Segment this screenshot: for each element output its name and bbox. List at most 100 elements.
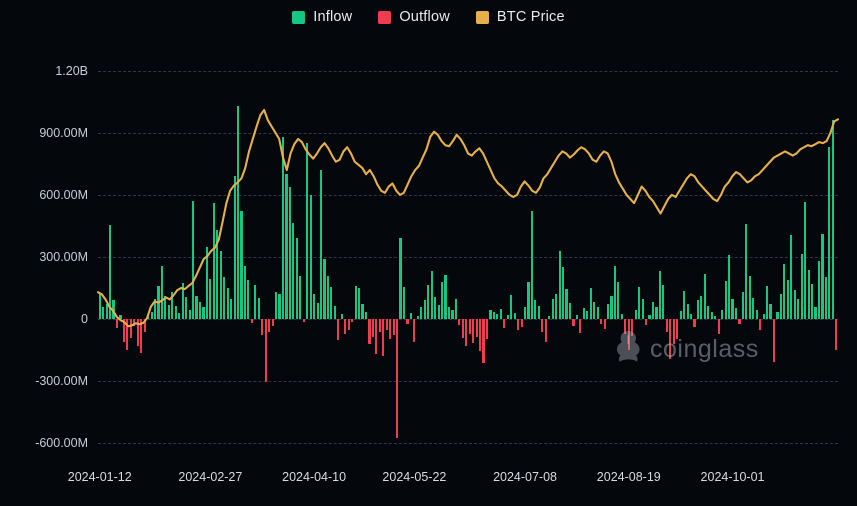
legend-item-outflow[interactable]: Outflow: [378, 9, 450, 25]
chart-bar: [575, 314, 578, 320]
chart-bar: [669, 319, 672, 360]
chart-bar: [797, 299, 800, 320]
legend-item-inflow[interactable]: Inflow: [292, 9, 352, 25]
chart-bar: [354, 285, 357, 320]
y-axis-tick-label: 0: [81, 312, 88, 327]
chart-bar: [776, 311, 779, 320]
chart-bar: [122, 319, 125, 342]
chart-bar: [226, 288, 229, 320]
chart-bar: [413, 319, 416, 342]
chart-bar: [109, 224, 112, 320]
chart-bar: [734, 307, 738, 320]
chart-bar: [247, 279, 250, 320]
chart-bar: [558, 250, 561, 320]
chart-bar: [551, 299, 554, 320]
chart-bar: [378, 319, 381, 332]
chart-bar: [285, 174, 288, 320]
chart-bar: [606, 303, 610, 320]
chart-bar: [828, 147, 831, 320]
chart-bar: [330, 287, 333, 320]
chart-bar: [440, 281, 444, 320]
legend-swatch-btc-price: [475, 10, 489, 24]
chart-bar: [717, 319, 720, 334]
chart-bar: [102, 306, 105, 320]
legend-swatch-outflow: [378, 10, 392, 24]
chart-bar: [586, 310, 589, 320]
chart-bar: [278, 294, 281, 320]
chart-bar: [814, 306, 817, 320]
chart-bar: [472, 319, 475, 343]
chart-bar: [451, 309, 454, 320]
chart-bar: [399, 238, 402, 320]
chart-bar: [299, 275, 302, 320]
chart-bar: [195, 296, 198, 320]
chart-bar: [565, 289, 568, 320]
chart-bar: [447, 306, 451, 320]
y-axis-tick-label: 600.00M: [39, 187, 88, 202]
chart-bar: [655, 306, 658, 320]
chart-bar: [396, 319, 399, 439]
chart-bar: [631, 319, 634, 336]
legend-label-btc-price: BTC Price: [496, 9, 565, 25]
chart-bar: [240, 211, 243, 320]
x-axis-tick-label: 2024-08-19: [596, 470, 661, 484]
chart-bar: [686, 303, 689, 320]
chart-bar: [810, 283, 814, 320]
chart-bar: [793, 290, 796, 320]
chart-bar: [624, 319, 627, 334]
chart-bar: [714, 316, 717, 320]
chart-bar: [728, 254, 731, 320]
gridline: [98, 257, 838, 258]
chart-bar: [458, 319, 461, 326]
x-axis-tick-label: 2024-05-22: [382, 470, 447, 484]
gridline: [98, 381, 838, 383]
chart-bar: [755, 309, 758, 320]
gridline: [98, 70, 838, 72]
chart-bar: [710, 311, 713, 320]
chart-bar: [479, 319, 482, 352]
chart-bar: [651, 301, 655, 320]
chart-bar: [309, 194, 312, 320]
chart-bar: [772, 319, 776, 362]
legend-swatch-inflow: [292, 10, 306, 24]
chart-bar: [409, 312, 412, 320]
chart-bar: [482, 319, 485, 363]
chart-bar: [475, 319, 478, 337]
chart-bar: [676, 319, 679, 339]
chart-bar: [236, 105, 240, 320]
chart-bar: [136, 319, 139, 347]
chart-bar: [219, 250, 222, 320]
legend-item-btc-price[interactable]: BTC Price: [475, 9, 565, 25]
chart-bar: [319, 170, 323, 320]
chart-bar: [192, 201, 195, 320]
chart-bar: [181, 282, 184, 320]
chart-bar: [230, 299, 233, 320]
gridlines: [98, 52, 838, 462]
chart-bar: [302, 319, 305, 323]
chart-bar: [115, 319, 119, 329]
chart-bar: [444, 274, 447, 320]
x-axis-tick-label: 2024-10-01: [700, 470, 765, 484]
chart-bar: [593, 301, 596, 320]
chart-bar: [696, 300, 700, 320]
chart-bar: [517, 319, 520, 331]
chart-bar: [333, 305, 336, 320]
gridline: [98, 319, 838, 321]
chart-bar: [835, 319, 838, 351]
net-flow-bars: [98, 52, 838, 462]
chart-bar: [603, 319, 606, 330]
chart-bar: [568, 302, 572, 320]
chart-bar: [544, 319, 547, 342]
chart-bar: [306, 143, 309, 320]
gridline: [98, 194, 838, 196]
chart-bar: [385, 319, 388, 331]
chart-bar: [420, 306, 423, 320]
chart-bar: [582, 307, 585, 320]
chart-bar: [347, 319, 350, 331]
chart-bar: [513, 312, 516, 320]
btc-price-line: [96, 52, 840, 462]
chart-bar: [745, 223, 748, 320]
chart-bar: [326, 275, 330, 320]
chart-bar: [437, 304, 440, 320]
legend-label-inflow: Inflow: [313, 9, 353, 25]
